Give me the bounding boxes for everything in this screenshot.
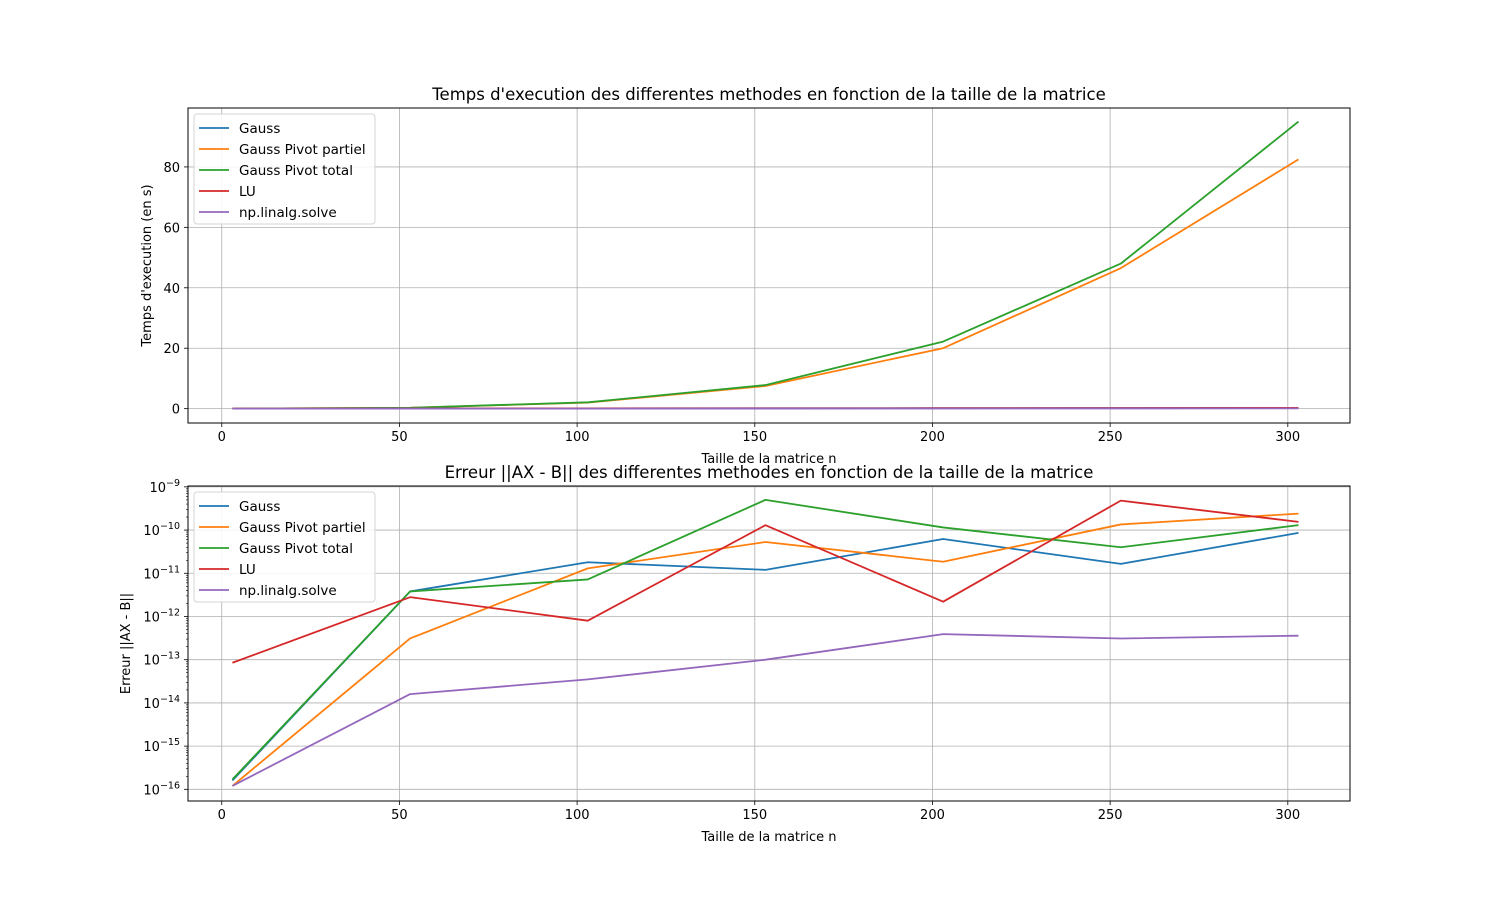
error-chart-x-tick-label: 150 bbox=[742, 808, 767, 823]
time-chart-x-tick-label: 50 bbox=[391, 430, 408, 445]
error-chart-legend-box bbox=[193, 491, 376, 603]
time-chart-x-tick-label: 0 bbox=[218, 430, 226, 445]
error-chart-legend-label-gauss: Gauss bbox=[239, 499, 280, 515]
time-chart-x-label: Taille de la matrice n bbox=[700, 452, 836, 467]
time-chart-legend-label-np-linalg-solve: np.linalg.solve bbox=[239, 205, 337, 221]
error-chart-y-tick-label: 10−9 bbox=[149, 478, 180, 496]
time-chart-y-ticks: 0 20 40 60 80 bbox=[163, 161, 188, 418]
time-chart-y-tick-label: 20 bbox=[163, 342, 180, 357]
error-chart-title: Erreur ||AX - B|| des differentes method… bbox=[445, 463, 1094, 482]
time-chart-x-tick-label: 200 bbox=[920, 430, 945, 445]
error-chart-series-gauss-pivot-total bbox=[231, 498, 1299, 780]
error-chart-series-lu bbox=[232, 499, 1299, 664]
error-chart-legend-label-np-linalg-solve: np.linalg.solve bbox=[239, 583, 337, 599]
error-chart-legend-label-gauss-pivot-total: Gauss Pivot total bbox=[239, 541, 353, 557]
time-chart-y-tick-label: 0 bbox=[172, 403, 180, 418]
error-chart-x-label: Taille de la matrice n bbox=[700, 830, 836, 845]
error-chart-y-tick-label: 10−13 bbox=[143, 651, 180, 669]
time-chart-y-label: Temps d'execution (en s) bbox=[140, 184, 155, 347]
time-chart-x-ticks: 0 50 100 150 200 250 300 bbox=[218, 423, 1300, 445]
time-chart-x-tick-label: 100 bbox=[565, 430, 590, 445]
error-chart-y-tick-exponent: −9 bbox=[166, 478, 180, 489]
error-chart-y-tick-exponent: −13 bbox=[160, 651, 180, 662]
error-chart-y-label: Erreur ||AX - B|| bbox=[119, 593, 134, 694]
error-chart-x-tick-label: 300 bbox=[1275, 808, 1300, 823]
time-chart-frame bbox=[187, 107, 1351, 424]
error-chart-y-tick-label: 10−11 bbox=[143, 564, 180, 582]
error-chart-y-tick-label: 10−15 bbox=[143, 737, 180, 755]
error-chart-y-tick-label: 10−12 bbox=[143, 607, 180, 625]
error-chart-y-tick-exponent: −10 bbox=[160, 521, 180, 532]
error-chart-y-tick-exponent: −14 bbox=[160, 694, 180, 705]
time-chart-x-tick-label: 300 bbox=[1275, 430, 1300, 445]
error-chart-y-tick-exponent: −16 bbox=[160, 780, 180, 791]
error-chart-frame bbox=[187, 485, 1351, 802]
time-chart-legend-label-gauss-pivot-total: Gauss Pivot total bbox=[239, 163, 353, 179]
error-chart-y-ticks: 10−16 10−15 10−14 10−13 10−12 10−11 10−10 10−9 bbox=[143, 478, 188, 798]
time-chart-legend-label-gauss-pivot-partiel: Gauss Pivot partiel bbox=[239, 142, 366, 158]
error-chart-x-tick-label: 250 bbox=[1098, 808, 1123, 823]
error-chart-y-tick-exponent: −11 bbox=[160, 564, 180, 575]
time-chart: Temps d'execution des differentes method… bbox=[140, 85, 1351, 467]
error-chart-lines bbox=[231, 498, 1299, 787]
time-chart-x-tick-label: 250 bbox=[1098, 430, 1123, 445]
time-chart-legend-label-gauss: Gauss bbox=[239, 121, 280, 137]
error-chart: Erreur ||AX - B|| des differentes method… bbox=[119, 463, 1351, 845]
error-chart-y-tick-label: 10−10 bbox=[143, 521, 180, 539]
error-chart-legend: Gauss Gauss Pivot partiel Gauss Pivot tota… bbox=[193, 491, 376, 603]
error-chart-x-tick-label: 100 bbox=[565, 808, 590, 823]
error-chart-y-tick-exponent: −15 bbox=[160, 737, 180, 748]
time-chart-legend-box bbox=[193, 113, 376, 225]
error-chart-x-tick-label: 0 bbox=[218, 808, 226, 823]
error-chart-y-tick-label: 10−14 bbox=[143, 694, 180, 712]
error-chart-series-np-linalg-solve bbox=[232, 633, 1299, 787]
time-chart-y-tick-label: 80 bbox=[163, 161, 180, 176]
error-chart-x-tick-label: 50 bbox=[391, 808, 408, 823]
time-chart-lines bbox=[232, 120, 1300, 410]
error-chart-x-tick-label: 200 bbox=[920, 808, 945, 823]
time-chart-y-tick-label: 60 bbox=[163, 221, 180, 236]
error-chart-x-ticks: 0 50 100 150 200 250 300 bbox=[218, 801, 1300, 823]
error-chart-y-tick-label: 10−16 bbox=[143, 780, 180, 798]
error-chart-series-gauss-pivot-partiel bbox=[231, 512, 1299, 787]
error-chart-y-tick-exponent: −12 bbox=[160, 607, 180, 618]
time-chart-legend-label-lu: LU bbox=[239, 184, 256, 200]
time-chart-y-tick-label: 40 bbox=[163, 282, 180, 297]
time-chart-legend: Gauss Gauss Pivot partiel Gauss Pivot tota… bbox=[193, 113, 376, 225]
error-chart-legend-label-gauss-pivot-partiel: Gauss Pivot partiel bbox=[239, 520, 366, 536]
error-chart-legend-label-lu: LU bbox=[239, 562, 256, 578]
time-chart-title: Temps d'execution des differentes method… bbox=[431, 85, 1105, 104]
time-chart-x-tick-label: 150 bbox=[742, 430, 767, 445]
